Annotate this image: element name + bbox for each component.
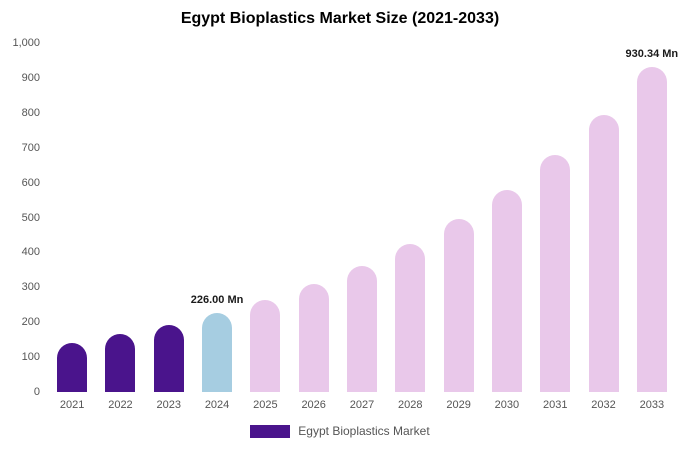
- x-axis-tick-label: 2024: [204, 399, 230, 411]
- x-axis-tick-label: 2030: [494, 399, 520, 411]
- y-axis-tick-label: 700: [21, 141, 40, 154]
- bar-2030[interactable]: [491, 189, 522, 392]
- bar-2032[interactable]: [588, 115, 619, 392]
- y-axis-tick-label: 100: [21, 351, 40, 364]
- x-axis-tick-label: 2022: [108, 399, 133, 411]
- data-label-2024: 226.00 Mn: [190, 294, 244, 307]
- bar-2031[interactable]: [540, 155, 571, 392]
- y-axis-tick-label: 800: [21, 106, 40, 119]
- y-axis-tick-label: 200: [21, 316, 40, 329]
- x-axis-tick-label: 2031: [542, 399, 568, 411]
- bar-2028[interactable]: [395, 244, 426, 392]
- legend-swatch: [250, 424, 291, 438]
- x-axis-tick-label: 2028: [398, 399, 423, 411]
- x-axis-tick-label: 2033: [639, 399, 665, 411]
- x-axis-tick-label: 2025: [253, 399, 278, 411]
- bar-2023[interactable]: [153, 324, 184, 392]
- y-axis-tick-label: 400: [21, 246, 40, 259]
- chart-legend: Egypt Bioplastics Market: [0, 424, 680, 438]
- bar-2025[interactable]: [250, 299, 281, 392]
- y-axis-tick-label: 1,000: [12, 37, 40, 49]
- x-axis-tick-label: 2021: [59, 399, 85, 411]
- y-axis-tick-label: 500: [21, 211, 40, 224]
- x-axis-tick-label: 2032: [591, 399, 616, 411]
- bar-2027[interactable]: [347, 265, 377, 392]
- bar-2029[interactable]: [443, 219, 474, 392]
- x-axis-tick-label: 2027: [349, 399, 375, 411]
- x-axis-tick-label: 2029: [446, 399, 471, 411]
- bar-2021[interactable]: [57, 342, 88, 392]
- chart-title: Egypt Bioplastics Market Size (2021-2033…: [180, 10, 500, 27]
- y-axis-tick-label: 0: [33, 386, 40, 398]
- x-axis-tick-label: 2026: [301, 399, 326, 411]
- y-axis-tick-label: 900: [21, 71, 40, 84]
- bar-2026[interactable]: [298, 284, 329, 392]
- x-axis-tick-label: 2023: [156, 399, 181, 411]
- bar-2024[interactable]: [202, 313, 233, 392]
- y-axis-tick-label: 600: [21, 176, 40, 189]
- legend-label: Egypt Bioplastics Market: [298, 424, 430, 438]
- data-label-2033: 930.34 Mn: [625, 48, 679, 61]
- bar-2022[interactable]: [105, 334, 136, 392]
- bar-2033[interactable]: [636, 67, 667, 392]
- y-axis-tick-label: 300: [21, 281, 40, 294]
